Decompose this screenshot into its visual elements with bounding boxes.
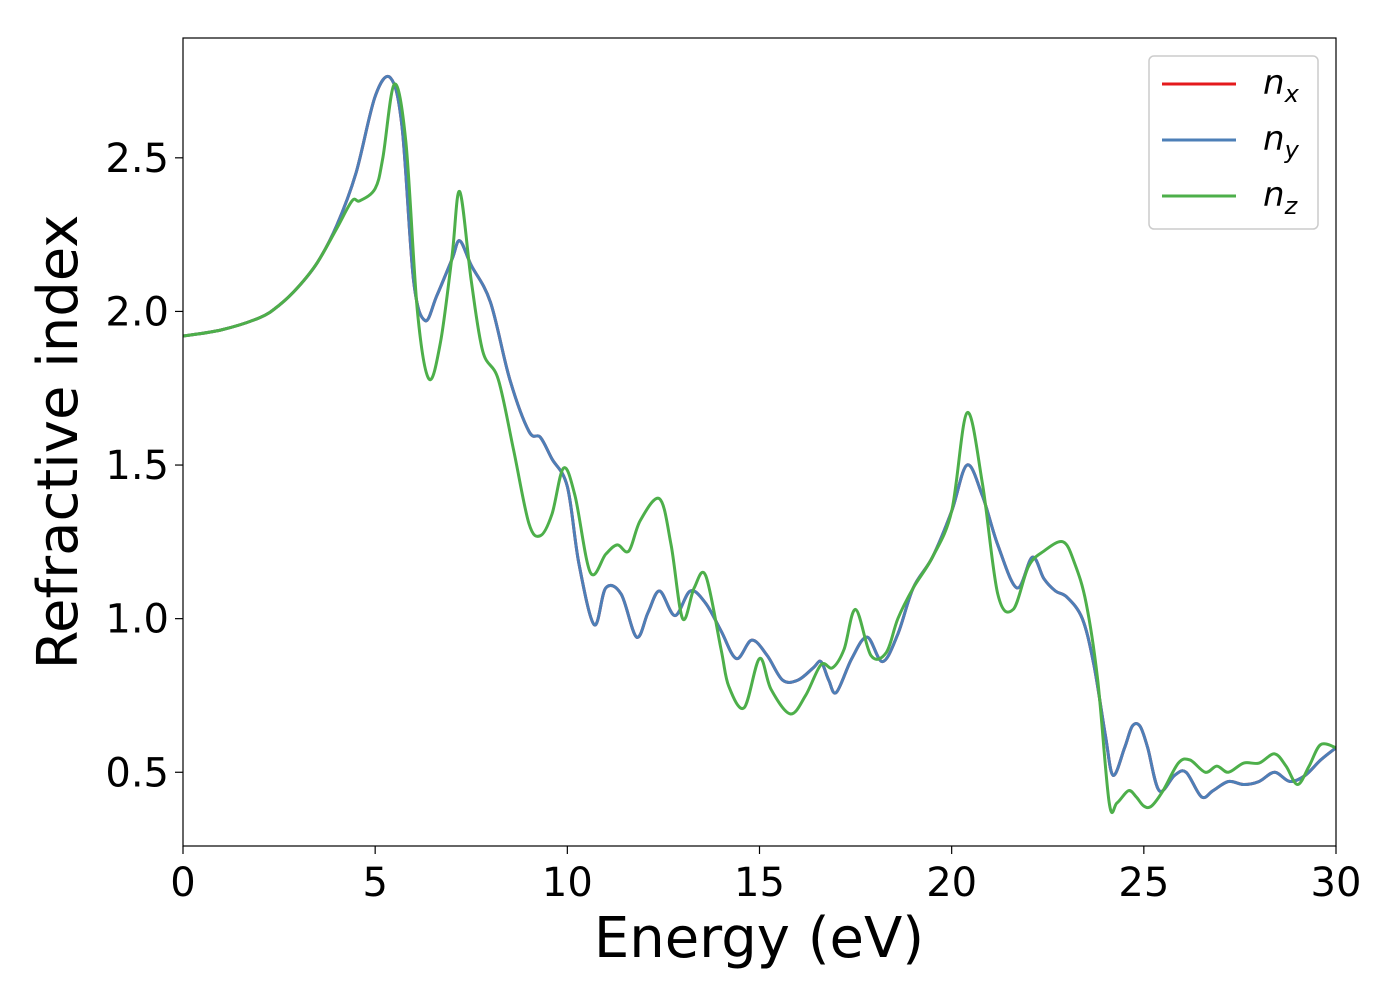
series-layer — [183, 74, 1336, 815]
x-tick-label: 20 — [926, 860, 977, 906]
legend-label-z: nz — [1263, 175, 1299, 220]
y-tick-label: 2.5 — [105, 136, 169, 182]
x-tick-label: 0 — [170, 860, 195, 906]
y-tick-label: 1.5 — [105, 443, 169, 489]
legend: nx ny nz — [1148, 55, 1319, 230]
x-tick-label: 25 — [1118, 860, 1169, 906]
x-axis: 0 5 10 15 20 25 30 — [170, 846, 1361, 906]
series-line-y — [183, 74, 1336, 800]
legend-label-y: ny — [1263, 119, 1300, 164]
legend-label-x: nx — [1263, 63, 1300, 108]
x-axis-label: Energy (eV) — [594, 906, 924, 971]
y-axis: 0.5 1.0 1.5 2.0 2.5 — [105, 136, 183, 796]
series-line-z — [183, 82, 1336, 815]
x-tick-label: 15 — [734, 860, 785, 906]
x-tick-label: 10 — [542, 860, 593, 906]
y-tick-label: 2.0 — [105, 289, 169, 335]
legend-box — [1148, 55, 1319, 230]
x-tick-label: 30 — [1311, 860, 1362, 906]
y-axis-label: Refractive index — [26, 215, 91, 670]
y-tick-label: 0.5 — [105, 750, 169, 796]
y-tick-label: 1.0 — [105, 597, 169, 643]
x-tick-label: 5 — [362, 860, 387, 906]
